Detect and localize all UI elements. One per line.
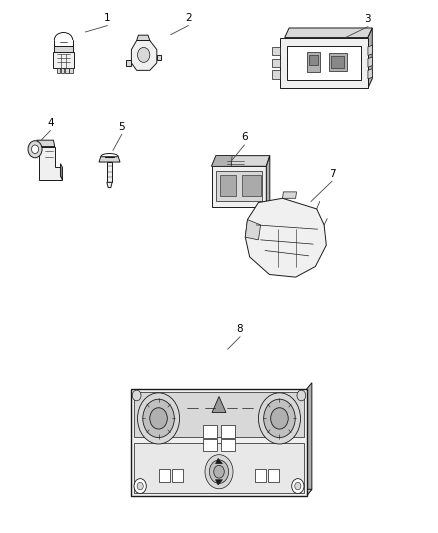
Circle shape [214,465,224,478]
Text: 4: 4 [47,118,54,128]
Polygon shape [272,59,280,67]
Polygon shape [134,392,304,437]
Text: 1: 1 [104,13,111,23]
Polygon shape [54,46,73,52]
Polygon shape [331,56,344,68]
Polygon shape [157,55,161,60]
Polygon shape [203,439,217,451]
Text: 2: 2 [185,13,192,23]
Polygon shape [131,41,157,70]
Polygon shape [221,439,235,451]
Text: 8: 8 [237,324,244,334]
Circle shape [32,145,39,154]
Circle shape [297,390,306,401]
Polygon shape [287,46,361,80]
Text: 6: 6 [241,132,248,142]
Polygon shape [61,68,64,73]
Circle shape [258,393,300,444]
Polygon shape [215,458,223,464]
Circle shape [295,482,301,490]
Polygon shape [245,220,261,240]
Polygon shape [328,53,347,71]
Polygon shape [65,68,69,73]
Circle shape [28,141,42,158]
Polygon shape [172,469,183,482]
Circle shape [264,399,295,438]
Polygon shape [37,140,55,147]
Circle shape [150,408,167,429]
Circle shape [138,47,150,62]
Polygon shape [255,469,266,482]
Polygon shape [272,70,280,79]
Circle shape [271,408,288,429]
Polygon shape [368,45,372,55]
Circle shape [143,399,174,438]
Polygon shape [126,60,131,66]
Polygon shape [266,156,270,207]
Polygon shape [283,192,297,198]
Polygon shape [212,166,266,207]
Polygon shape [216,171,262,201]
Polygon shape [159,469,170,482]
Polygon shape [69,68,73,73]
Polygon shape [131,489,312,496]
Circle shape [134,479,146,494]
Polygon shape [131,389,307,496]
Polygon shape [309,55,318,65]
Circle shape [292,479,304,494]
Polygon shape [220,175,236,196]
Circle shape [132,390,141,401]
Polygon shape [99,157,120,162]
Polygon shape [60,164,62,180]
Polygon shape [53,52,74,68]
Polygon shape [215,480,223,485]
Polygon shape [280,37,368,88]
Polygon shape [368,28,372,88]
Polygon shape [307,52,320,72]
Polygon shape [285,28,372,37]
Polygon shape [368,69,372,79]
Polygon shape [307,383,312,496]
Polygon shape [134,443,304,493]
Polygon shape [203,425,217,438]
Polygon shape [245,198,326,277]
Circle shape [137,482,143,490]
Circle shape [205,455,233,489]
Polygon shape [242,175,261,196]
Text: 7: 7 [328,168,336,179]
Polygon shape [57,68,60,73]
Polygon shape [212,397,226,413]
Polygon shape [368,57,372,67]
Polygon shape [137,35,150,41]
Polygon shape [39,147,62,180]
Polygon shape [107,182,112,188]
Polygon shape [212,156,270,166]
Polygon shape [221,425,235,438]
Polygon shape [212,156,232,166]
Polygon shape [272,47,280,55]
Polygon shape [268,469,279,482]
Circle shape [138,393,180,444]
Circle shape [209,460,229,483]
Text: 5: 5 [118,122,125,132]
Polygon shape [107,162,112,182]
Text: 3: 3 [364,14,371,24]
